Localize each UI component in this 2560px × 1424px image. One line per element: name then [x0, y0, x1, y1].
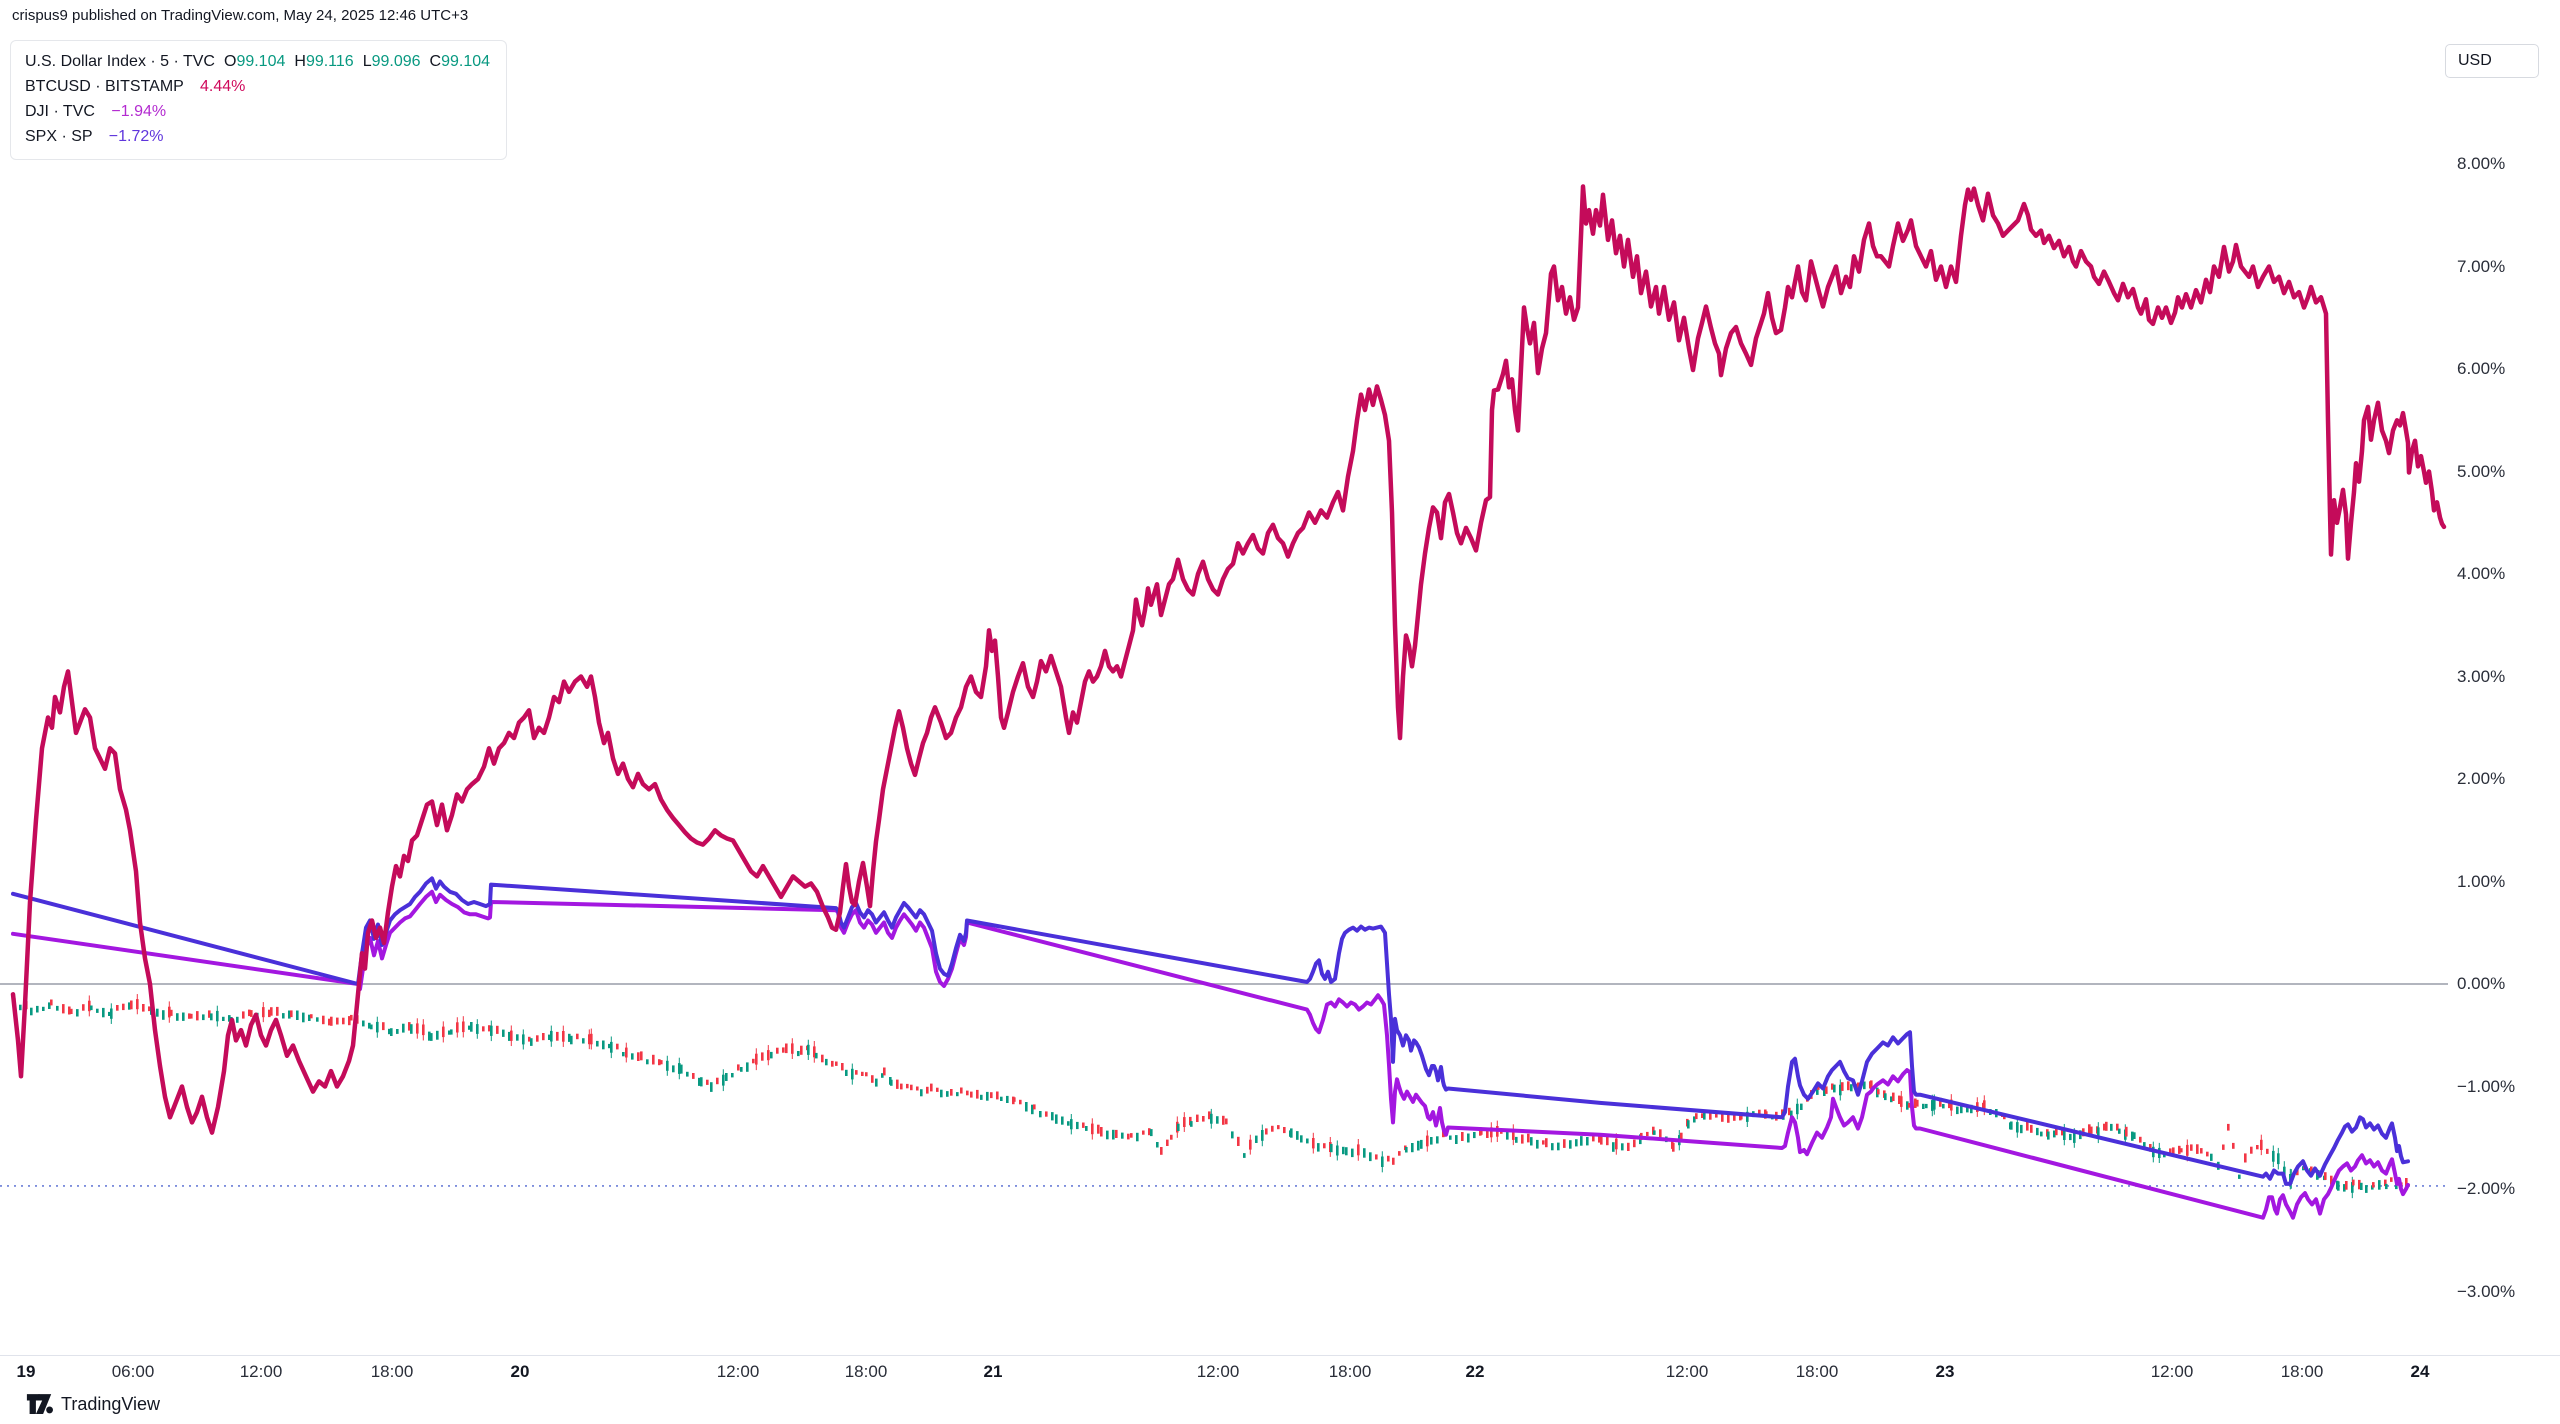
x-axis-tick: 24 [2410, 1362, 2430, 1381]
symbol-title-usdx: U.S. Dollar Index · 5 · TVC [25, 53, 215, 70]
publish-attribution: crispus9 published on TradingView.com, M… [12, 7, 469, 24]
currency-unit-label: USD [2458, 52, 2492, 69]
x-axis-tick: 12:00 [1665, 1362, 1709, 1381]
x-axis-tick: 12:00 [716, 1362, 760, 1381]
legend-row-usdx[interactable]: U.S. Dollar Index · 5 · TVC O99.104 H99.11… [25, 49, 490, 74]
time-axis-separator [0, 1355, 2560, 1356]
tradingview-logo-icon [26, 1394, 53, 1414]
x-axis-tick: 18:00 [1328, 1362, 1372, 1381]
y-axis-tick: 2.00% [2457, 769, 2506, 788]
dji-change-value: −1.94% [111, 103, 167, 120]
y-axis-tick: 4.00% [2457, 564, 2506, 583]
y-axis-tick: 0.00% [2457, 974, 2506, 993]
ohlc-field-o: O99.104 [223, 53, 286, 70]
spx-change-value: −1.72% [108, 128, 164, 145]
tradingview-brand[interactable]: TradingView [26, 1393, 160, 1416]
y-axis-tick: 7.00% [2457, 256, 2506, 276]
x-axis-tick: 21 [983, 1362, 1003, 1381]
x-axis-tick: 18:00 [370, 1362, 414, 1381]
x-axis-tick: 06:00 [111, 1362, 155, 1381]
legend-row-dji[interactable]: DJI · TVC −1.94% [25, 99, 490, 124]
y-axis-tick: 1.00% [2457, 871, 2506, 891]
y-axis-tick: −3.00% [2457, 1281, 2516, 1301]
symbol-title-btcusd: BTCUSD · BITSTAMP [25, 78, 184, 95]
chart-legend: U.S. Dollar Index · 5 · TVC O99.104 H99.11… [10, 40, 508, 160]
x-axis-tick: 23 [1935, 1362, 1955, 1381]
x-axis-tick: 19 [16, 1362, 36, 1381]
y-axis-tick: −2.00% [2457, 1179, 2516, 1198]
ohlc-field-h: H99.116 [294, 53, 354, 70]
symbol-title-spx: SPX · SP [25, 128, 93, 145]
currency-unit-button[interactable]: USD [2445, 44, 2539, 78]
x-axis-tick: 12:00 [2150, 1362, 2194, 1381]
x-axis-tick: 18:00 [1795, 1362, 1839, 1381]
x-axis-tick: 12:00 [239, 1362, 283, 1381]
x-axis-tick: 18:00 [2280, 1362, 2324, 1381]
y-axis-tick: 5.00% [2457, 461, 2506, 481]
ohlc-field-c: C99.104 [429, 53, 491, 70]
x-axis-tick: 12:00 [1196, 1362, 1240, 1381]
legend-row-spx[interactable]: SPX · SP −1.72% [25, 124, 490, 149]
y-axis-tick: 8.00% [2457, 154, 2506, 173]
btcusd-change-value: 4.44% [199, 78, 246, 95]
x-axis-tick: 22 [1465, 1362, 1485, 1381]
y-axis-tick: −1.00% [2457, 1076, 2516, 1096]
legend-row-btcusd[interactable]: BTCUSD · BITSTAMP 4.44% [25, 74, 490, 99]
x-axis-tick: 20 [510, 1362, 530, 1381]
ohlc-field-l: L99.096 [362, 53, 421, 70]
y-axis-tick: 3.00% [2457, 666, 2506, 686]
y-axis-tick: 6.00% [2457, 359, 2506, 378]
symbol-title-dji: DJI · TVC [25, 103, 95, 120]
x-axis-tick: 18:00 [844, 1362, 888, 1381]
tradingview-brand-label: TradingView [61, 1394, 161, 1414]
usdx-ohlc-values: O99.104 H99.116 L99.096 C99.104 [215, 53, 490, 70]
